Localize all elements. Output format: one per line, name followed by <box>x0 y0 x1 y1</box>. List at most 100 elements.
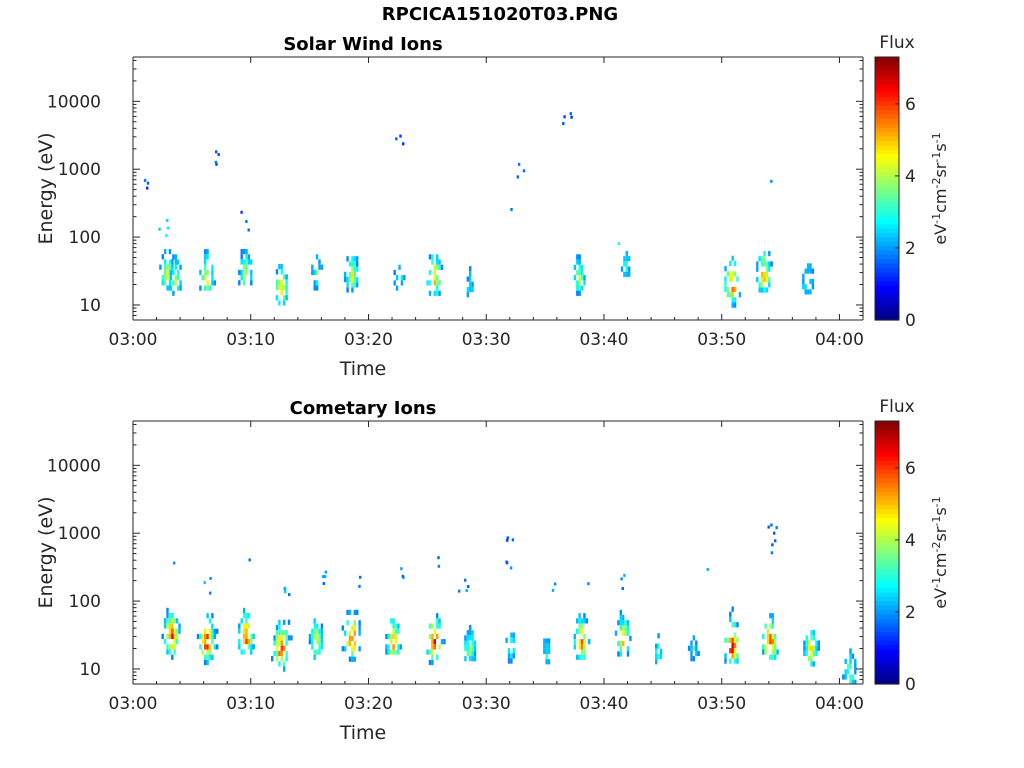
heatmap-cell <box>353 266 356 272</box>
heatmap-cell <box>168 613 172 619</box>
heatmap-cell <box>271 656 274 662</box>
heatmap-cell <box>426 280 429 286</box>
scatter-cell <box>402 142 405 146</box>
scatter-cell <box>569 112 572 116</box>
x-tick-label: 03:30 <box>462 694 511 714</box>
heatmap-cell <box>169 275 173 281</box>
colorbar-step <box>875 206 899 212</box>
heatmap-cell <box>164 249 167 255</box>
heatmap-cell <box>547 659 551 665</box>
heatmap-cell <box>726 292 730 298</box>
heatmap-cell <box>275 269 279 275</box>
scatter-cell <box>166 226 170 230</box>
colorbar-step <box>875 236 899 242</box>
heatmap-cell <box>392 618 395 624</box>
scatter-cell <box>516 175 519 179</box>
heatmap-cell <box>731 276 734 282</box>
heatmap-cell <box>763 287 766 293</box>
heatmap-cell <box>464 656 467 662</box>
heatmap-cell <box>280 269 283 275</box>
heatmap-cell <box>247 254 251 260</box>
scatter-cell <box>510 208 513 211</box>
scatter-cell <box>553 582 557 586</box>
heatmap-cell <box>849 658 852 664</box>
heatmap-cell <box>358 646 361 652</box>
heatmap-cell <box>545 643 548 649</box>
heatmap-cell <box>280 656 283 662</box>
heatmap-cell <box>166 285 169 291</box>
heatmap-cell <box>806 289 810 295</box>
heatmap-cell <box>543 638 546 644</box>
heatmap-cell <box>576 254 579 260</box>
heatmap-cell <box>315 649 319 655</box>
heatmap-cell <box>464 640 467 646</box>
scatter-cell <box>146 181 150 185</box>
heatmap-cell <box>758 282 761 288</box>
heatmap-cell <box>431 659 434 666</box>
scatter-cell <box>774 539 777 543</box>
heatmap-cell <box>431 649 434 655</box>
scatter-cell <box>570 115 573 119</box>
y-tick-label: 10000 <box>47 456 101 476</box>
heatmap-cell <box>756 277 759 283</box>
heatmap-cell <box>771 639 774 645</box>
heatmap-cell <box>817 645 820 651</box>
heatmap-cell <box>348 261 352 267</box>
heatmap-cell <box>545 638 548 644</box>
heatmap-cell <box>208 628 212 634</box>
colorbar-step <box>875 74 899 80</box>
heatmap-cell <box>390 618 393 624</box>
heatmap-cell <box>341 625 344 631</box>
heatmap-cell <box>400 280 404 286</box>
scatter-cell <box>248 558 251 562</box>
heatmap-cell <box>809 278 812 285</box>
heatmap-cell <box>179 264 182 270</box>
heatmap-cell <box>397 649 400 655</box>
colorbar-frame <box>874 420 900 685</box>
colorbar-step <box>875 127 899 133</box>
heatmap-cell <box>318 264 321 270</box>
heatmap-cell <box>578 290 581 296</box>
heatmap-cell <box>161 254 164 260</box>
heatmap-cell <box>624 630 627 636</box>
heatmap-cell <box>466 640 469 646</box>
heatmap-cell <box>473 640 477 646</box>
heatmap-cell <box>466 276 469 282</box>
scatter-cell <box>775 526 778 530</box>
heatmap-cell <box>578 654 581 660</box>
heatmap-cell <box>199 644 202 650</box>
heatmap-cell <box>353 282 356 288</box>
colorbar-step <box>875 477 899 483</box>
heatmap-cell <box>760 261 764 267</box>
heatmap-cell <box>428 269 432 276</box>
heatmap-cell <box>385 633 388 640</box>
heatmap-cell <box>428 623 432 629</box>
scatter-cell <box>322 575 325 579</box>
heatmap-cell <box>172 254 175 260</box>
heatmap-cell <box>849 679 852 684</box>
heatmap-cell <box>766 633 770 640</box>
heatmap-cell <box>163 639 167 645</box>
heatmap-cell <box>242 649 246 655</box>
heatmap-cell <box>580 644 584 650</box>
heatmap-cell <box>348 635 352 641</box>
y-tick-label: 100 <box>69 592 101 612</box>
heatmap-cell <box>774 633 777 640</box>
heatmap-cell <box>395 275 399 281</box>
heatmap-cell <box>811 278 815 285</box>
heatmap-cell <box>318 644 321 650</box>
heatmap-cell <box>576 269 579 276</box>
heatmap-cell <box>617 620 620 626</box>
heatmap-cell <box>758 256 761 262</box>
colorbar-step <box>875 210 899 216</box>
panel-cometary: 03:00 03:10 03:20 03:30 03:40 03:50 04:00 10 100… <box>35 397 950 744</box>
heatmap-cell <box>433 644 436 650</box>
heatmap-cell <box>285 284 288 290</box>
heatmap-cell <box>438 264 441 270</box>
heatmap-cell <box>208 644 212 650</box>
heatmap-cell <box>278 264 281 270</box>
heatmap-cell <box>849 685 851 690</box>
heatmap-cell <box>313 623 316 629</box>
heatmap-cell <box>315 254 319 260</box>
heatmap-cell <box>168 633 172 639</box>
